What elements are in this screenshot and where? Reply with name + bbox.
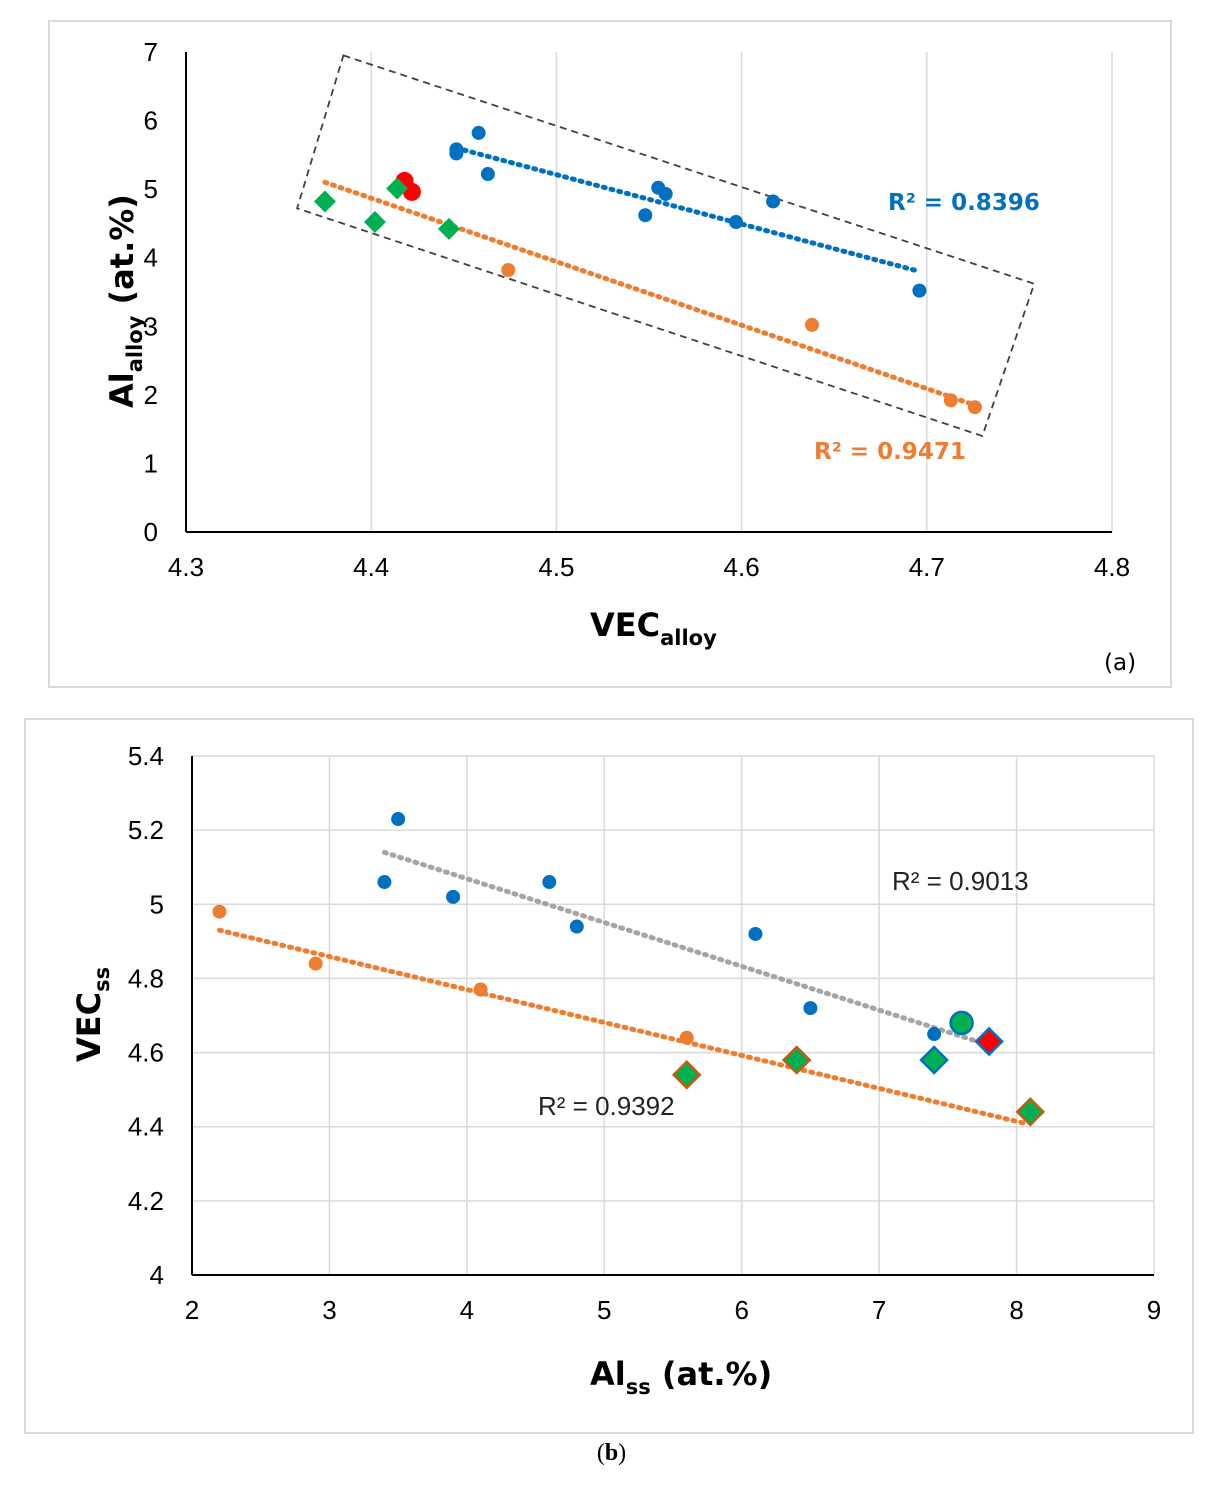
b-green-blue-edge-diamond-marker bbox=[919, 1045, 949, 1075]
b-r2-label-orange: R² = 0.9392 bbox=[538, 1091, 675, 1121]
b-green-orange-edge-diamond-marker bbox=[671, 1060, 702, 1090]
a-blue-circle-marker bbox=[729, 215, 744, 230]
b-y-tick-label: 4.8 bbox=[128, 963, 164, 993]
a-dashed-enclosure bbox=[296, 54, 1036, 438]
a-y-tick-label: 5 bbox=[144, 174, 158, 204]
b-x-tick-label: 6 bbox=[734, 1295, 748, 1325]
a-blue-circle-marker bbox=[912, 283, 927, 298]
a-x-tick-label: 4.7 bbox=[909, 552, 945, 582]
b-x-axis-title-unit: (at.%) bbox=[651, 1355, 773, 1393]
a-green-diamond-marker bbox=[437, 217, 460, 240]
a-y-tick-label: 3 bbox=[144, 311, 158, 341]
b-x-tick-label: 7 bbox=[872, 1295, 886, 1325]
b-y-tick-label: 4.6 bbox=[128, 1038, 164, 1068]
a-y-axis-title: Alalloy (at.%) bbox=[103, 194, 147, 408]
b-y-axis-title-sub: ss bbox=[90, 967, 114, 992]
b-trendline-1 bbox=[381, 849, 992, 1048]
b-blue-circle-marker bbox=[542, 875, 557, 890]
a-x-tick-label: 4.3 bbox=[168, 552, 204, 582]
a-orange-circle-marker bbox=[501, 263, 516, 278]
a-trendline-2 bbox=[322, 179, 978, 408]
a-r2-label-blue: R² = 0.8396 bbox=[888, 190, 1040, 216]
a-y-axis-title-sub: alloy bbox=[123, 315, 147, 372]
a-blue-circle-marker bbox=[766, 194, 781, 209]
a-orange-circle-marker bbox=[943, 393, 958, 408]
b-y-tick-label: 5 bbox=[150, 889, 164, 919]
b-orange-circle-marker bbox=[308, 956, 323, 971]
b-x-axis-title: Alss (at.%) bbox=[590, 1355, 772, 1399]
a-x-axis-title-sub: alloy bbox=[660, 626, 717, 650]
b-y-tick-label: 4.2 bbox=[128, 1186, 164, 1216]
b-blue-circle-marker bbox=[377, 875, 392, 890]
b-x-axis-title-sub: ss bbox=[626, 1375, 651, 1399]
chart-panel-a bbox=[48, 20, 1172, 688]
b-blue-circle-marker bbox=[803, 1001, 818, 1016]
b-blue-circle-marker bbox=[446, 889, 461, 904]
b-blue-circle-marker bbox=[569, 919, 584, 934]
b-x-tick-label: 4 bbox=[460, 1295, 474, 1325]
b-orange-circle-marker bbox=[473, 982, 488, 997]
a-r2-label-orange: R² = 0.9471 bbox=[814, 439, 966, 465]
a-blue-circle-marker bbox=[480, 167, 495, 182]
a-x-tick-label: 4.8 bbox=[1094, 552, 1130, 582]
b-red-diamond-marker bbox=[974, 1026, 1004, 1057]
b-y-tick-label: 4 bbox=[150, 1260, 164, 1290]
b-x-tick-label: 9 bbox=[1147, 1295, 1161, 1325]
a-green-diamond-marker bbox=[386, 177, 409, 200]
a-trendline-1 bbox=[453, 145, 922, 274]
chart-b: 2 3 4 5 6 7 8 9 4 4.2 4.4 4.6 4.8 5 5.2 5.4 R² = 0.9013 R… bbox=[70, 741, 1161, 1399]
a-y-tick-label: 7 bbox=[144, 37, 158, 67]
a-red-circle-marker bbox=[402, 182, 421, 201]
a-y-tick-label: 0 bbox=[144, 517, 158, 547]
chart-a: 4.3 4.4 4.5 4.6 4.7 4.8 0 1 2 3 4 5 6 7 R² = 0.8396 R² … bbox=[103, 37, 1136, 676]
a-blue-circle-marker bbox=[449, 142, 464, 157]
b-y-tick-label: 5.2 bbox=[128, 815, 164, 845]
a-y-tick-label: 1 bbox=[144, 448, 158, 478]
a-x-axis-title: VECalloy bbox=[590, 606, 717, 650]
b-y-tick-label: 4.4 bbox=[128, 1112, 164, 1142]
a-x-tick-label: 4.5 bbox=[538, 552, 574, 582]
a-blue-circle-marker bbox=[471, 125, 486, 140]
b-blue-circle-marker bbox=[391, 812, 406, 827]
a-orange-circle-marker bbox=[804, 317, 819, 332]
b-green-circle-circle-marker bbox=[949, 1010, 974, 1036]
a-green-diamond-marker bbox=[363, 211, 386, 234]
b-x-tick-label: 8 bbox=[1009, 1295, 1023, 1325]
a-green-diamond-marker bbox=[313, 190, 336, 213]
a-y-tick-label: 2 bbox=[144, 380, 158, 410]
a-blue-circle-marker bbox=[658, 186, 673, 201]
a-y-axis-title-unit: (at.%) bbox=[103, 194, 141, 316]
b-green-orange-edge-diamond-marker bbox=[781, 1045, 812, 1075]
b-y-axis-title: VECss bbox=[70, 967, 114, 1062]
b-blue-circle-marker bbox=[748, 926, 763, 941]
a-blue-circle-marker bbox=[638, 208, 653, 223]
b-orange-circle-marker bbox=[212, 904, 227, 919]
a-x-tick-label: 4.4 bbox=[353, 552, 389, 582]
b-r2-label-grey: R² = 0.9013 bbox=[892, 866, 1029, 896]
a-panel-letter: (a) bbox=[1104, 650, 1136, 676]
b-green-orange-edge-diamond-marker bbox=[1015, 1097, 1046, 1127]
b-orange-circle-marker bbox=[679, 1030, 694, 1045]
panel-b-caption: (b) bbox=[596, 1440, 627, 1466]
b-x-tick-label: 2 bbox=[185, 1295, 199, 1325]
chart-panel-b bbox=[24, 718, 1194, 1434]
a-orange-circle-marker bbox=[967, 400, 982, 415]
b-blue-circle-marker bbox=[927, 1027, 942, 1042]
b-x-tick-label: 3 bbox=[322, 1295, 336, 1325]
a-x-tick-label: 4.6 bbox=[724, 552, 760, 582]
a-y-tick-label: 4 bbox=[144, 243, 158, 273]
b-y-tick-label: 5.4 bbox=[128, 741, 164, 771]
b-trendline-2 bbox=[216, 927, 1026, 1126]
b-x-tick-label: 5 bbox=[597, 1295, 611, 1325]
a-y-tick-label: 6 bbox=[144, 106, 158, 136]
